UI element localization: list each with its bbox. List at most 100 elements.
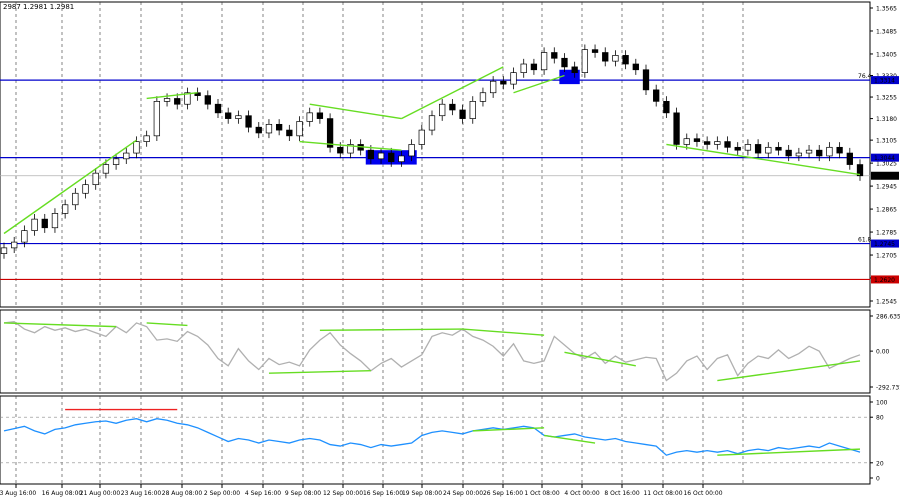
candle (143, 130, 150, 147)
candle (724, 136, 731, 153)
candle-body (785, 149, 792, 157)
rsi-panel: 100 80 20 0 (0, 395, 888, 485)
candle-body (775, 146, 782, 151)
candle (673, 107, 680, 150)
candle (255, 122, 262, 139)
candle (388, 147, 395, 167)
candle-body (51, 213, 59, 229)
candle-body (469, 101, 476, 119)
candle (123, 147, 130, 164)
candle-body (734, 146, 741, 151)
price-tick-label: 1.2945 (876, 184, 897, 191)
candle-body (489, 80, 497, 94)
candle (316, 107, 324, 124)
x-tick-label: 2 Sep 00:00 (204, 490, 240, 497)
cci-trendline (146, 322, 188, 327)
candle-body (520, 63, 527, 73)
price-tick-label: 1.3405 (876, 51, 897, 58)
candle-body (11, 241, 18, 249)
candle (214, 99, 222, 119)
cci-trendline (3, 322, 117, 328)
candle-body (204, 95, 211, 105)
cci-trendline (268, 370, 371, 374)
rsi-tick-label: 80 (876, 415, 884, 422)
candle-body (795, 152, 803, 157)
candle-body (388, 152, 395, 163)
candle (622, 50, 629, 70)
candle (296, 116, 303, 141)
cci-tick-label: -292.7312 (876, 385, 900, 392)
price-trendline (513, 74, 565, 94)
candle (204, 90, 211, 110)
candle-body (245, 115, 252, 128)
x-tick-label: 4 Oct 00:00 (564, 490, 599, 497)
candle (51, 208, 59, 233)
candle-body (153, 101, 161, 137)
price-tick-label: 1.2785 (876, 230, 897, 237)
candle-body (632, 63, 639, 71)
candle-body (296, 121, 303, 137)
level-tag (871, 275, 899, 284)
candle-body (816, 149, 823, 157)
candle (469, 96, 476, 124)
candle (785, 145, 792, 162)
x-tick-label: 13 Aug 16:00 (0, 490, 36, 497)
candle (347, 139, 354, 159)
level-label: 1.2981 (874, 173, 895, 180)
x-tick-label: 1 Oct 08:00 (524, 490, 559, 497)
candle (663, 96, 670, 119)
candle (500, 76, 507, 90)
candle-body (439, 103, 446, 117)
candle-body (163, 98, 171, 102)
candle-body (551, 52, 558, 59)
candle-body (754, 144, 762, 154)
candle (31, 213, 38, 236)
rsi-tick-label: 0 (876, 476, 880, 483)
candle (653, 84, 660, 107)
price-trendline (299, 140, 402, 151)
candle (265, 119, 273, 139)
candle (632, 58, 639, 75)
candle-body (856, 164, 864, 177)
candle-body (581, 49, 589, 73)
level-tag (871, 76, 899, 85)
rsi-frame (0, 395, 871, 485)
candle (765, 142, 772, 159)
level-tag (871, 153, 899, 162)
candle-body (571, 66, 578, 73)
candle-body (265, 123, 273, 134)
candle (174, 93, 181, 110)
candle (540, 47, 548, 75)
candle-body (805, 149, 813, 154)
x-tick-label: 8 Oct 16:00 (604, 490, 639, 497)
price-tick-label: 1.2705 (876, 253, 897, 260)
candle (102, 159, 110, 179)
candle (561, 53, 568, 73)
candle-body (275, 123, 283, 131)
candle-body (836, 146, 843, 154)
candle (459, 104, 466, 124)
candle-body (653, 89, 660, 102)
price-tick-label: 1.3485 (876, 28, 897, 35)
candle-body (724, 141, 731, 148)
cci-frame (0, 309, 871, 394)
candle-body (92, 172, 99, 186)
candle (795, 147, 803, 162)
candle-body (133, 141, 140, 154)
price-frame (0, 1, 871, 308)
candle (479, 87, 487, 107)
rsi-line (3, 418, 861, 456)
candle-body (510, 72, 517, 85)
candle-body (602, 52, 609, 62)
candle (286, 124, 293, 141)
candle-body (591, 49, 599, 53)
candle-body (479, 92, 487, 102)
x-tick-label: 16 Sep 16:00 (363, 490, 403, 497)
candle-body (72, 192, 79, 206)
candle-body (377, 152, 385, 160)
x-tick-label: 16 Aug 08:00 (42, 490, 83, 497)
candle-body (530, 63, 538, 71)
candle-body (174, 98, 181, 105)
candle (571, 61, 578, 78)
candle-body (673, 112, 680, 145)
